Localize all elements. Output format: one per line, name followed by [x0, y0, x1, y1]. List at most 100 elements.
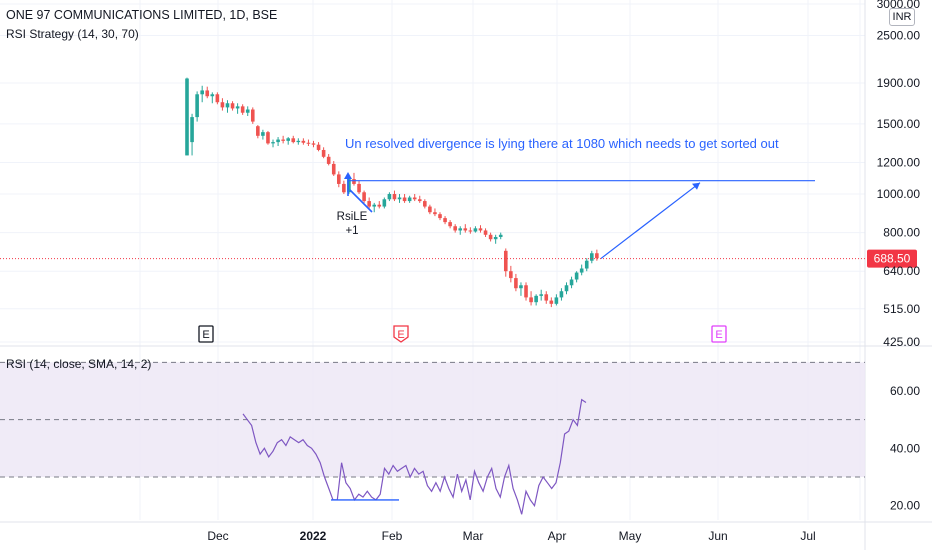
candle-body: [509, 271, 513, 279]
candle-body: [534, 295, 538, 303]
candle-body: [240, 106, 245, 113]
price-tick-label: 1900.00: [877, 76, 921, 90]
last-price-tag: [867, 249, 917, 268]
candle-body: [296, 140, 301, 143]
candle-body: [539, 294, 543, 296]
candle-body: [377, 204, 382, 207]
candle-body: [428, 206, 432, 213]
x-tick-label: Apr: [548, 529, 567, 543]
candle-body: [438, 214, 442, 219]
currency-button[interactable]: INR: [889, 8, 915, 26]
candle-body: [225, 103, 230, 108]
projection-arrow: [600, 182, 701, 260]
candle-body: [331, 163, 336, 175]
candle-body: [291, 138, 296, 143]
candle-body: [326, 156, 331, 164]
candle-body: [483, 230, 488, 235]
candle-body: [579, 268, 584, 273]
x-tick-label: Jun: [708, 529, 727, 543]
candle-body: [488, 234, 493, 240]
price-candles: [185, 77, 599, 308]
candle-body: [407, 197, 412, 202]
candle-body: [468, 230, 473, 232]
candle-body: [281, 139, 285, 141]
candle-body: [311, 143, 316, 145]
signal-label: RsiLE: [337, 211, 368, 223]
candle-body: [519, 285, 523, 289]
rsi-tick-label: 40.00: [890, 441, 920, 455]
candle-body: [514, 278, 518, 289]
last-price-label: 688.50: [874, 252, 911, 266]
chart-title: ONE 97 COMMUNICATIONS LIMITED, 1D, BSE: [6, 8, 278, 22]
annotations: 688.50 Un resolved divergence is lying th…: [0, 136, 917, 343]
rsi-line: [242, 398, 587, 515]
candle-body: [402, 197, 407, 202]
candle-body: [250, 109, 255, 122]
candle-body: [554, 297, 559, 304]
candle-body: [503, 250, 508, 272]
x-tick-label: 2022: [300, 529, 327, 543]
arrow-head: [692, 182, 700, 190]
candle-body: [271, 142, 275, 144]
candle-body: [392, 194, 397, 200]
candle-body: [584, 260, 589, 269]
rsi-pane: [0, 361, 865, 515]
candle-body: [397, 197, 402, 200]
candle-body: [245, 109, 250, 113]
candle-body: [301, 140, 306, 143]
candle-body: [574, 272, 579, 280]
candle-body: [549, 300, 554, 304]
candle-body: [276, 139, 280, 143]
candle-body: [387, 194, 392, 200]
x-tick-label: Dec: [207, 529, 228, 543]
rsi-tick-label: 20.00: [890, 499, 920, 513]
price-tick-label: 800.00: [883, 226, 920, 240]
candle-body: [185, 78, 189, 156]
price-tick-label: 1000.00: [877, 187, 921, 201]
candle-body: [230, 103, 235, 109]
price-tick-label: 2500.00: [877, 29, 921, 43]
candle-body: [256, 126, 260, 136]
candle-body: [342, 183, 346, 193]
rsi-legend: RSI (14, close, SMA, 14, 2): [6, 357, 152, 371]
candle-body: [423, 201, 427, 207]
earnings-label: E: [715, 329, 722, 341]
candle-body: [458, 228, 463, 231]
earnings-marker: [393, 325, 409, 343]
candle-body: [286, 138, 290, 141]
candle-body: [382, 199, 387, 207]
candle-body: [316, 144, 321, 150]
candle-body: [493, 236, 498, 240]
strategy-label: RSI Strategy (14, 30, 70): [6, 27, 139, 41]
signal-qty: +1: [345, 225, 358, 237]
candle-body: [210, 94, 215, 97]
candle-body: [473, 228, 478, 232]
candle-body: [453, 226, 457, 231]
candle-body: [205, 90, 210, 97]
candle-body: [544, 294, 549, 301]
candle-body: [215, 94, 220, 103]
candle-body: [235, 106, 240, 109]
candle-body: [362, 192, 366, 202]
candle-body: [564, 285, 569, 292]
candle-body: [478, 228, 483, 231]
earnings-label: E: [397, 329, 404, 341]
candle-body: [266, 132, 270, 144]
candle-body: [352, 179, 356, 184]
candle-body: [220, 102, 225, 108]
x-tick-label: May: [619, 529, 642, 543]
rsi-tick-label: 60.00: [890, 384, 920, 398]
annotation-text: Un resolved divergence is lying there at…: [345, 136, 779, 151]
price-tick-label: 1500.00: [877, 117, 921, 131]
candle-body: [417, 199, 422, 202]
candle-body: [590, 253, 594, 261]
candle-body: [190, 117, 194, 143]
candle-body: [524, 285, 528, 298]
candle-body: [498, 234, 503, 237]
candle-body: [448, 222, 452, 227]
candle-body: [569, 279, 574, 286]
price-tick-label: 3000.00: [877, 0, 921, 11]
candle-body: [195, 94, 199, 118]
